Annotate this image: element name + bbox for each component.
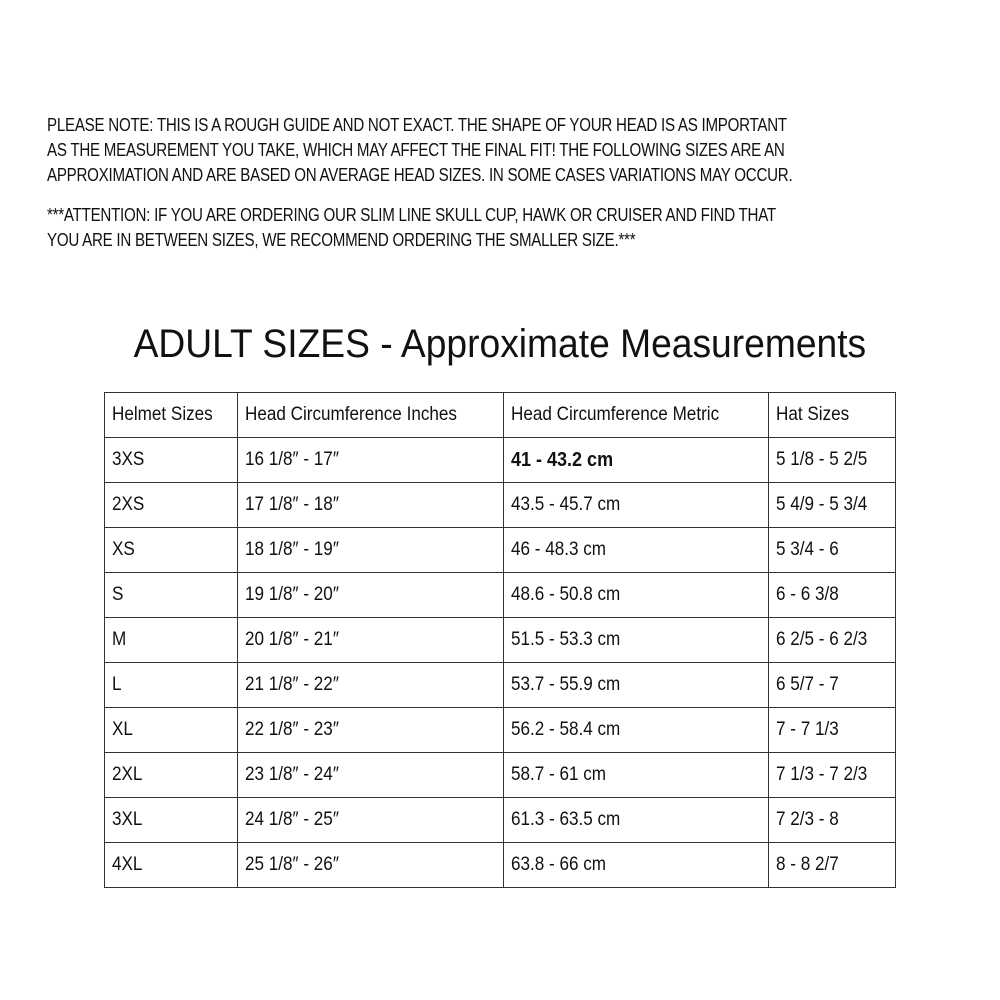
- attention-line: ***ATTENTION: IF YOU ARE ORDERING OUR SL…: [47, 205, 776, 225]
- inches-cell: 21 1/8″ - 22″: [237, 662, 504, 708]
- metric-cell: 63.8 - 66 cm: [502, 842, 770, 888]
- size-table: Helmet Sizes Head Circumference Inches H…: [103, 392, 896, 888]
- table-row: XS 18 1/8″ - 19″ 46 - 48.3 cm 5 3/4 - 6: [103, 527, 896, 573]
- inches-cell: 19 1/8″ - 20″: [237, 572, 504, 618]
- table-row: 2XS 17 1/8″ - 18″ 43.5 - 45.7 cm 5 4/9 - 5 …: [103, 482, 896, 528]
- table-row: 3XL 24 1/8″ - 25″ 61.3 - 63.5 cm 7 2/3 - 8: [103, 797, 896, 843]
- hat-size-cell: 5 3/4 - 6: [768, 527, 896, 573]
- hat-size-cell: 5 1/8 - 5 2/5: [768, 437, 896, 483]
- hat-size-cell: 7 1/3 - 7 2/3: [768, 752, 896, 798]
- table-row: XL 22 1/8″ - 23″ 56.2 - 58.4 cm 7 - 7 1/3: [103, 707, 896, 753]
- helmet-size-cell: 3XL: [103, 797, 239, 843]
- hat-size-cell: 6 5/7 - 7: [768, 662, 896, 708]
- metric-cell: 46 - 48.3 cm: [502, 527, 770, 573]
- table-row: L 21 1/8″ - 22″ 53.7 - 55.9 cm 6 5/7 - 7: [103, 662, 896, 708]
- table-row: 4XL 25 1/8″ - 26″ 63.8 - 66 cm 8 - 8 2/7: [103, 842, 896, 888]
- metric-cell: 56.2 - 58.4 cm: [502, 707, 770, 753]
- metric-cell: 61.3 - 63.5 cm: [502, 797, 770, 843]
- metric-cell: 58.7 - 61 cm: [502, 752, 770, 798]
- inches-cell: 25 1/8″ - 26″: [237, 842, 504, 888]
- notice-line: PLEASE NOTE: THIS IS A ROUGH GUIDE AND N…: [47, 115, 787, 135]
- header-helmet-sizes: Helmet Sizes: [103, 392, 239, 438]
- helmet-size-cell: 2XL: [103, 752, 239, 798]
- attention-line: YOU ARE IN BETWEEN SIZES, WE RECOMMEND O…: [47, 230, 636, 250]
- table-header-row: Helmet Sizes Head Circumference Inches H…: [103, 392, 896, 438]
- header-hat-sizes: Hat Sizes: [768, 392, 896, 438]
- inches-cell: 18 1/8″ - 19″: [237, 527, 504, 573]
- table-row: S 19 1/8″ - 20″ 48.6 - 50.8 cm 6 - 6 3/8: [103, 572, 896, 618]
- helmet-size-cell: M: [103, 617, 239, 663]
- metric-cell: 43.5 - 45.7 cm: [502, 482, 770, 528]
- table-row: M 20 1/8″ - 21″ 51.5 - 53.3 cm 6 2/5 - 6 2/…: [103, 617, 896, 663]
- helmet-size-cell: XL: [103, 707, 239, 753]
- page-title: ADULT SIZES - Approximate Measurements: [0, 322, 1000, 367]
- hat-size-cell: 7 2/3 - 8: [768, 797, 896, 843]
- header-metric: Head Circumference Metric: [502, 392, 770, 438]
- metric-cell: 53.7 - 55.9 cm: [502, 662, 770, 708]
- inches-cell: 22 1/8″ - 23″: [237, 707, 504, 753]
- helmet-size-cell: L: [103, 662, 239, 708]
- helmet-size-cell: 4XL: [103, 842, 239, 888]
- table-row: 3XS 16 1/8″ - 17″ 41 - 43.2 cm 5 1/8 - 5 2/…: [103, 437, 896, 483]
- page-title-text: ADULT SIZES - Approximate Measurements: [133, 322, 867, 366]
- header-inches: Head Circumference Inches: [237, 392, 504, 438]
- hat-size-cell: 6 - 6 3/8: [768, 572, 896, 618]
- inches-cell: 23 1/8″ - 24″: [237, 752, 504, 798]
- helmet-size-cell: XS: [103, 527, 239, 573]
- helmet-size-cell: S: [103, 572, 239, 618]
- notice-line: APPROXIMATION AND ARE BASED ON AVERAGE H…: [47, 165, 793, 185]
- metric-cell: 51.5 - 53.3 cm: [502, 617, 770, 663]
- inches-cell: 24 1/8″ - 25″: [237, 797, 504, 843]
- inches-cell: 17 1/8″ - 18″: [237, 482, 504, 528]
- inches-cell: 16 1/8″ - 17″: [237, 437, 504, 483]
- helmet-size-cell: 3XS: [103, 437, 239, 483]
- inches-cell: 20 1/8″ - 21″: [237, 617, 504, 663]
- helmet-size-cell: 2XS: [103, 482, 239, 528]
- hat-size-cell: 5 4/9 - 5 3/4: [768, 482, 896, 528]
- table-row: 2XL 23 1/8″ - 24″ 58.7 - 61 cm 7 1/3 - 7 2/…: [103, 752, 896, 798]
- hat-size-cell: 6 2/5 - 6 2/3: [768, 617, 896, 663]
- hat-size-cell: 7 - 7 1/3: [768, 707, 896, 753]
- hat-size-cell: 8 - 8 2/7: [768, 842, 896, 888]
- metric-cell: 48.6 - 50.8 cm: [502, 572, 770, 618]
- metric-cell: 41 - 43.2 cm: [502, 437, 770, 483]
- notice-line: AS THE MEASUREMENT YOU TAKE, WHICH MAY A…: [47, 140, 785, 160]
